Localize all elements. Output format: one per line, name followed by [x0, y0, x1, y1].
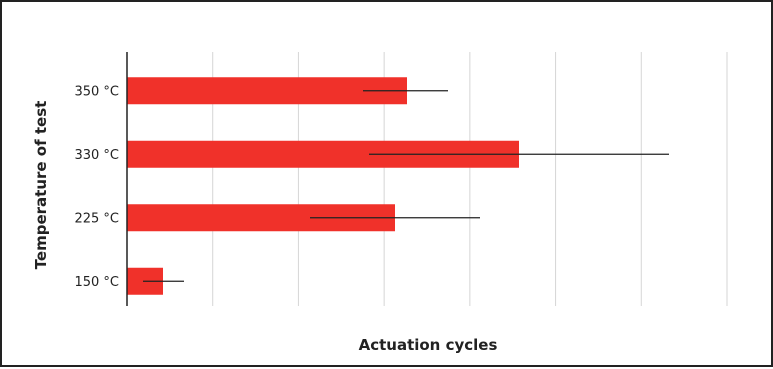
y-axis-title: Temperature of test	[32, 101, 50, 270]
y-tick-label: 350 °C	[74, 84, 119, 99]
y-tick-labels: 350 °C 330 °C 225 °C 150 °C	[74, 84, 119, 290]
x-axis-title: Actuation cycles	[359, 336, 498, 354]
y-tick-label: 225 °C	[74, 211, 119, 226]
y-tick-label: 150 °C	[74, 275, 119, 290]
y-tick-label: 330 °C	[74, 148, 119, 163]
bars	[127, 77, 519, 295]
error-bars	[143, 91, 669, 282]
